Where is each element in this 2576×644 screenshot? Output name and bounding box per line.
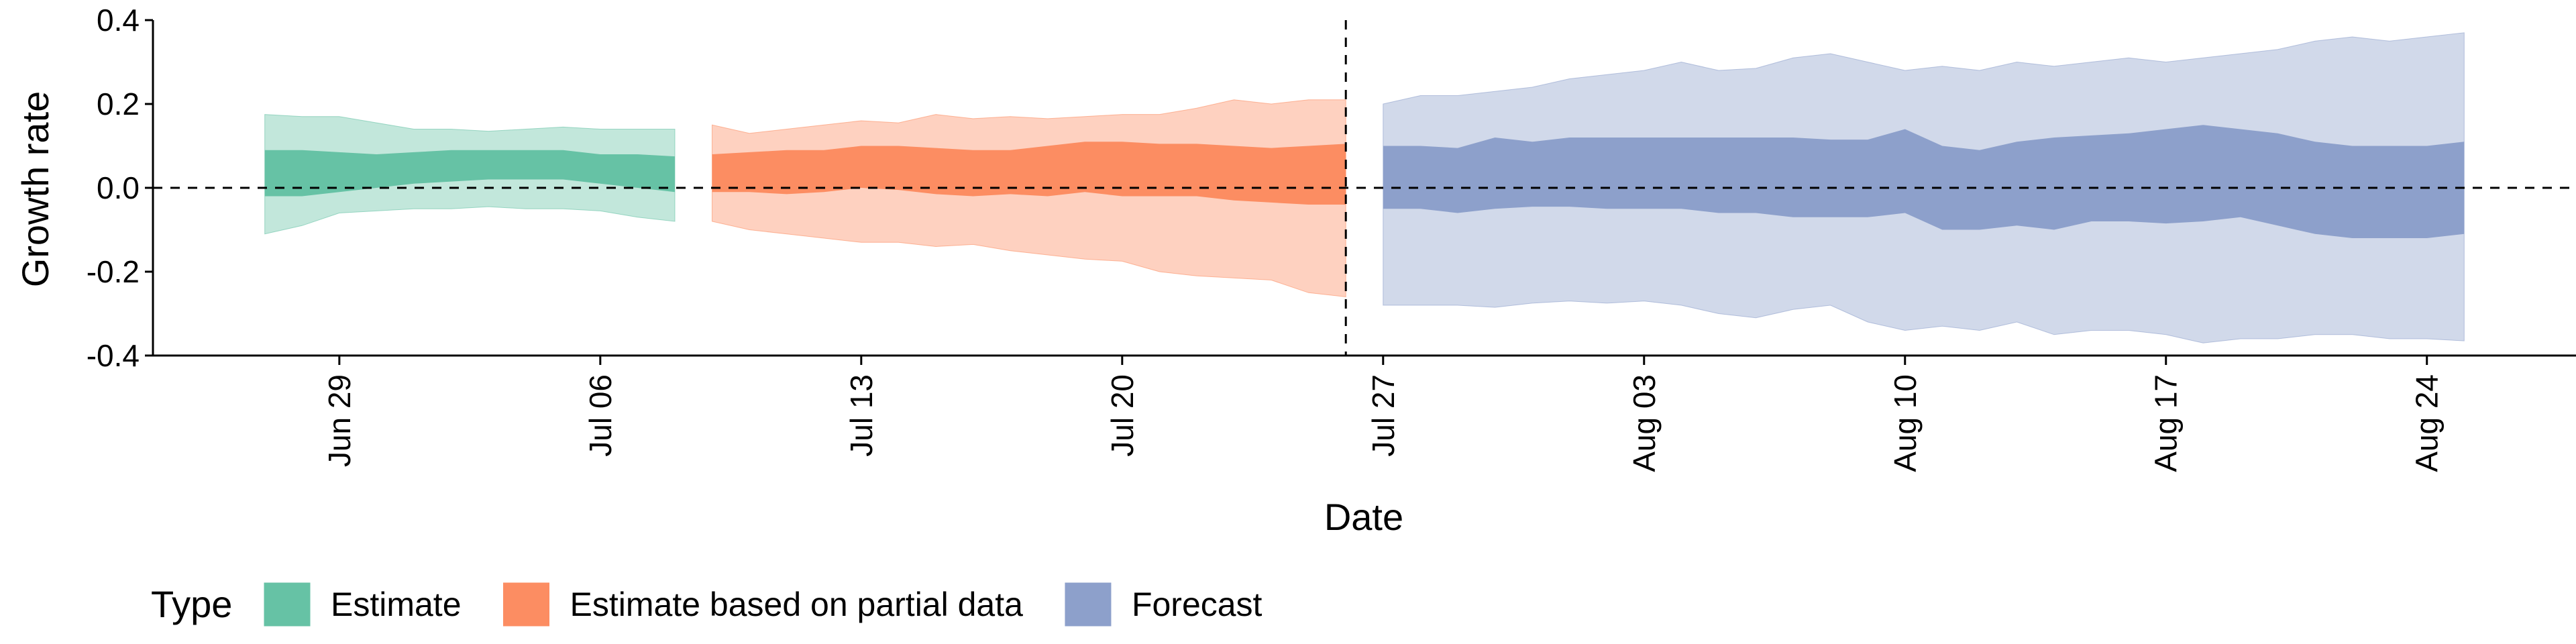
x-tick-label: Jul 27 [1366,374,1401,457]
legend-swatch [1065,582,1112,627]
x-tick-label: Aug 17 [2149,374,2184,472]
x-tick-label: Aug 10 [1888,374,1923,472]
forecast-band-50 [1383,125,2465,238]
y-tick-label: 0.2 [97,87,140,121]
reference-lines [153,20,2576,356]
x-tick-label: Jul 20 [1105,374,1140,457]
x-axis-title: Date [1324,496,1403,538]
x-tick-label: Jul 13 [844,374,879,457]
y-tick-label: 0.0 [97,170,140,205]
estimate-band-50 [264,150,675,197]
legend: Type Estimate Estimate based on partial d… [151,582,1263,627]
legend-label: Estimate based on partial data [570,586,1024,623]
legend-label: Estimate [331,586,462,623]
legend-swatch [503,582,550,627]
x-ticks: Jun 29 Jul 06 Jul 13 Jul 20 Jul 27 Aug 03 Aug … [322,356,2445,472]
legend-title: Type [151,583,232,625]
estimate-based-on-partial-data-band-50 [712,142,1346,205]
y-tick-label: -0.2 [87,254,140,289]
x-tick-label: Jul 06 [583,374,618,457]
y-tick-label: -0.4 [87,338,140,373]
x-tick-label: Aug 03 [1627,374,1662,472]
x-tick-label: Jun 29 [322,374,357,467]
legend-swatch [264,582,311,627]
y-axis-title: Growth rate [14,91,56,288]
legend-label: Forecast [1132,586,1263,623]
y-tick-label: 0.4 [97,3,140,38]
y-ticks: -0.4 -0.2 0.0 0.2 0.4 [87,3,153,373]
x-tick-label: Aug 24 [2410,374,2445,472]
